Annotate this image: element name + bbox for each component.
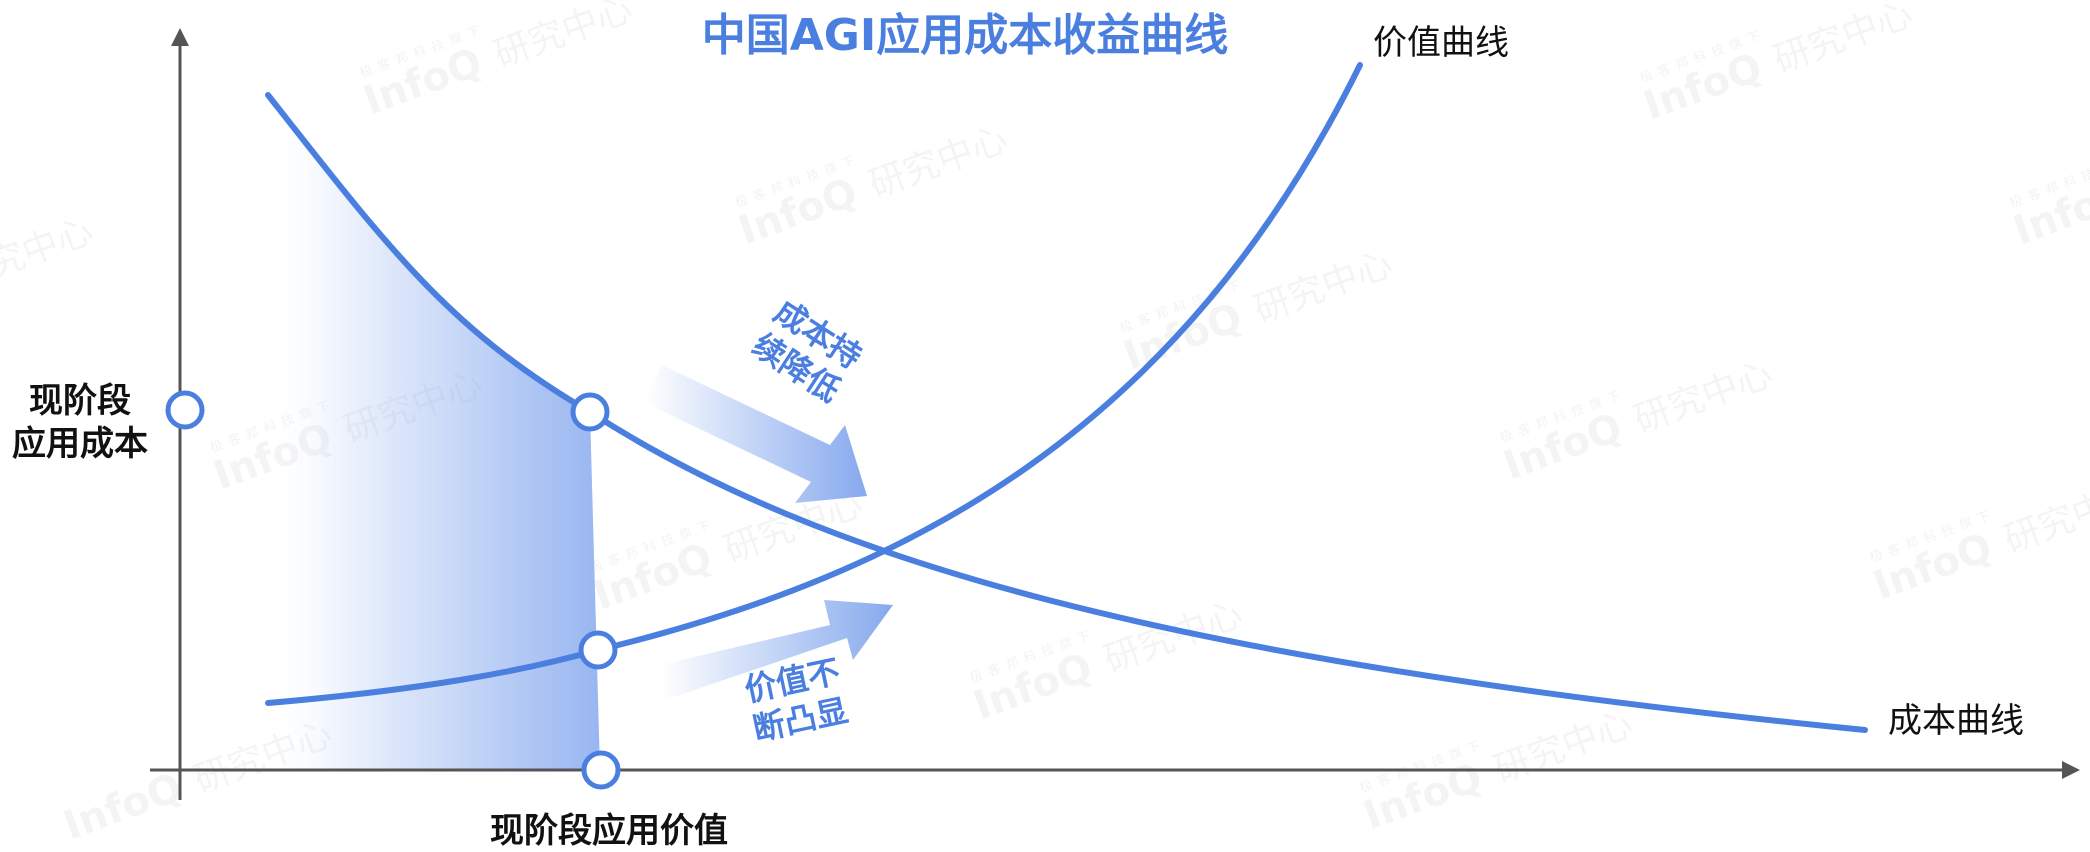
current-cost-axis-marker — [165, 390, 205, 430]
value-curve — [265, 62, 1363, 706]
shaded-cost-region — [268, 95, 600, 770]
current-cost-label-line2: 应用成本 — [12, 424, 148, 464]
y-axis-arrow — [171, 28, 189, 46]
cost-decrease-arrow — [645, 365, 867, 503]
value-curve-label: 价值曲线 — [1373, 23, 1509, 63]
cost-curve-current-point — [570, 392, 610, 432]
current-value-axis-marker — [581, 750, 621, 790]
value-curve-current-point — [578, 630, 618, 670]
current-value-label: 现阶段应用价值 — [490, 811, 728, 851]
x-axis-arrow — [2062, 761, 2080, 779]
value-increase-arrow — [660, 600, 893, 700]
cost-curve — [265, 92, 1868, 733]
diagram-title: 中国AGI应用成本收益曲线 — [702, 10, 1229, 61]
current-cost-label-line1: 现阶段 — [29, 381, 131, 421]
cost-curve-label: 成本曲线 — [1888, 701, 2024, 741]
